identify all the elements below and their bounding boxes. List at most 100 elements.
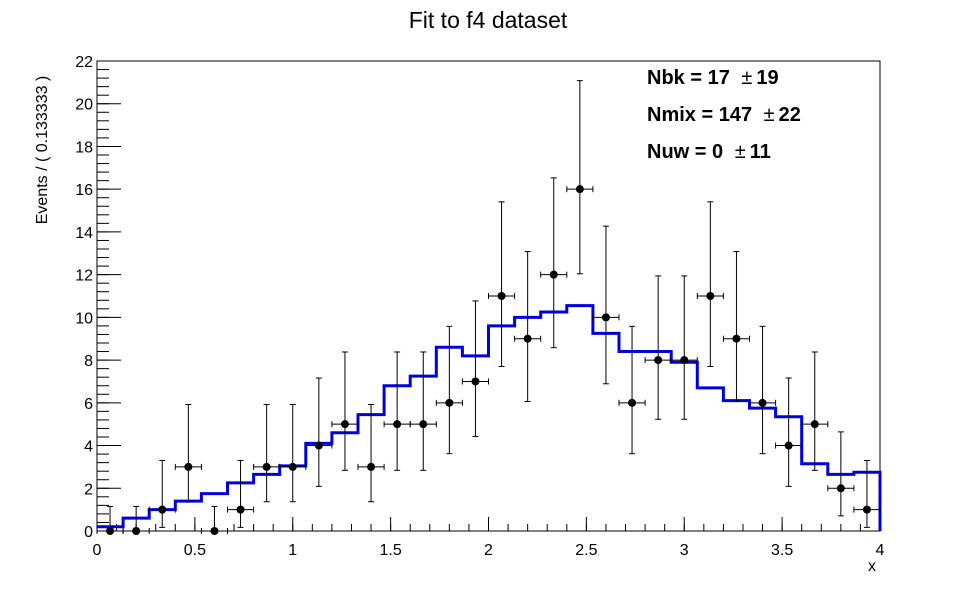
x-tick-label: 3	[680, 542, 689, 559]
y-tick-label: 6	[84, 396, 93, 413]
data-marker	[810, 420, 819, 429]
fit-parameter-error: 11	[750, 141, 771, 163]
fit-parameters: Nbk = 17 ±19 Nmix = 147 ±22 Nuw = 0 ±11	[647, 67, 801, 163]
data-marker	[314, 441, 323, 450]
data-point	[644, 275, 672, 420]
data-point	[226, 460, 255, 528]
data-point	[827, 431, 855, 517]
x-tick-label: 0.5	[184, 542, 206, 559]
data-point	[435, 325, 463, 455]
x-tick-label: 2.5	[575, 542, 597, 559]
data-point	[670, 275, 698, 420]
data-marker	[158, 505, 167, 514]
data-point	[749, 325, 777, 455]
data-marker	[862, 505, 871, 514]
data-point	[618, 325, 646, 455]
y-tick-label: 10	[75, 310, 93, 327]
fit-parameter-label: Nmix = 147	[647, 104, 758, 126]
y-tick-label: 18	[75, 139, 93, 156]
fit-step-line	[97, 304, 882, 532]
y-axis-label: Events / ( 0.133333 )	[34, 76, 51, 225]
data-marker	[288, 462, 297, 471]
y-tick-label: 16	[75, 182, 93, 199]
data-point	[279, 404, 307, 503]
data-point	[253, 404, 281, 503]
y-tick-label: 22	[75, 54, 93, 71]
data-marker	[836, 484, 845, 493]
y-tick-label: 2	[84, 481, 93, 498]
data-marker	[262, 462, 271, 471]
data-point	[722, 251, 751, 403]
data-marker	[393, 420, 402, 429]
data-point	[148, 460, 176, 528]
data-point	[696, 201, 724, 367]
data-point	[801, 351, 829, 471]
data-point	[174, 404, 202, 503]
data-marker	[601, 313, 610, 322]
fit-parameter-label: Nbk = 17	[647, 67, 735, 89]
x-tick-label: 1	[288, 542, 297, 559]
data-point	[592, 225, 620, 385]
x-tick-label: 4	[876, 542, 885, 559]
data-point	[853, 460, 881, 528]
data-points	[96, 80, 881, 535]
data-point	[514, 251, 542, 403]
x-tick-label: 3.5	[771, 542, 793, 559]
axis-ticks: 0 0.5 1 1.5 2 2.5 3 3.5 4 0 2 4 6 8 10 12 14 16 18 20 22	[75, 54, 884, 559]
fit-parameter-error: 19	[756, 67, 778, 89]
data-marker	[732, 334, 741, 343]
plus-minus-symbol: ±	[741, 67, 752, 89]
data-point	[96, 505, 124, 535]
y-tick-label: 0	[84, 524, 93, 541]
data-marker	[184, 462, 193, 471]
y-tick-label: 12	[75, 268, 93, 285]
data-point	[305, 377, 333, 487]
fit-parameter-error: 22	[779, 104, 801, 126]
data-marker	[706, 292, 715, 300]
data-marker	[575, 185, 584, 194]
chart-title: Fit to f4 dataset	[409, 7, 568, 33]
plus-minus-symbol: ±	[735, 141, 746, 163]
data-marker	[654, 356, 663, 365]
y-tick-label: 20	[75, 97, 93, 114]
data-marker	[497, 292, 506, 300]
plus-minus-symbol: ±	[764, 104, 775, 126]
data-point	[488, 201, 516, 367]
data-point	[775, 377, 803, 487]
data-point	[331, 351, 359, 471]
y-tick-label: 4	[84, 439, 93, 456]
data-marker	[680, 356, 689, 365]
data-marker	[236, 505, 245, 514]
data-marker	[445, 398, 454, 407]
x-tick-label: 1.5	[380, 542, 402, 559]
data-marker	[758, 398, 767, 407]
data-marker	[628, 398, 637, 407]
data-marker	[367, 462, 376, 471]
data-marker	[523, 334, 532, 343]
fit-parameter-text: Nbk = 17 ±19	[647, 67, 779, 89]
data-marker	[419, 420, 428, 429]
data-point	[461, 300, 489, 438]
data-point	[383, 351, 411, 471]
data-marker	[106, 527, 115, 535]
y-tick-label: 8	[84, 353, 93, 370]
data-point	[540, 177, 568, 349]
data-point	[122, 505, 150, 535]
data-marker	[784, 441, 793, 450]
data-point	[200, 505, 228, 535]
data-point	[566, 80, 594, 275]
data-marker	[132, 527, 141, 535]
data-marker	[340, 420, 349, 429]
data-point	[357, 404, 385, 503]
data-point	[409, 351, 437, 471]
fit-parameter-text: Nuw = 0 ±11	[647, 141, 771, 163]
y-tick-label: 14	[75, 225, 93, 242]
x-tick-label: 2	[484, 542, 493, 559]
x-tick-label: 0	[93, 542, 102, 559]
data-marker	[549, 270, 558, 279]
x-axis-label: x	[868, 558, 876, 575]
fit-curve	[97, 304, 882, 532]
fit-parameter-text: Nmix = 147 ±22	[647, 104, 801, 126]
